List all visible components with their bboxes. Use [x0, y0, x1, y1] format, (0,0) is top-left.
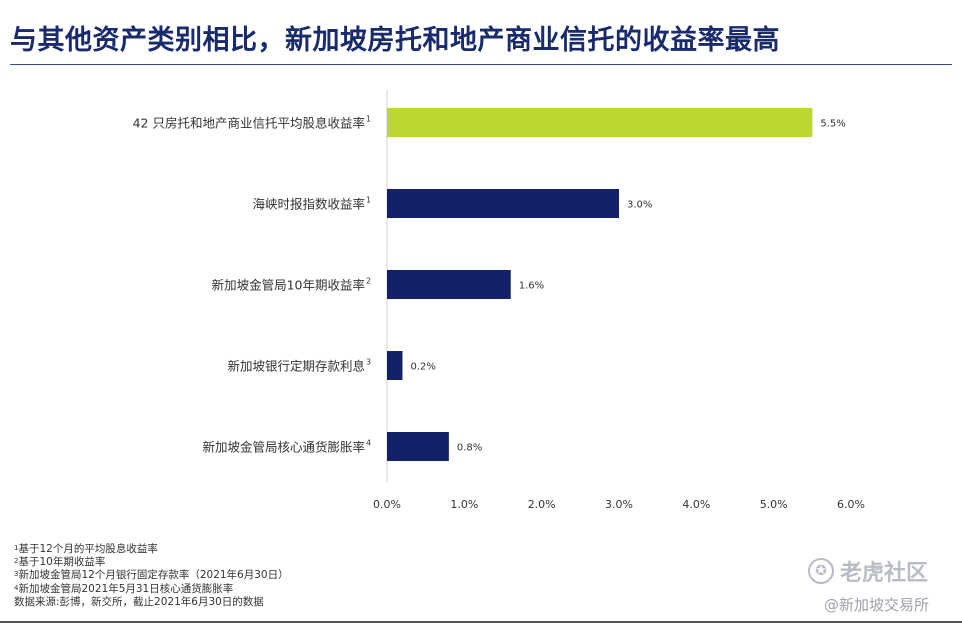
data-label: 5.5% — [820, 119, 845, 130]
footnote-source: 数据来源:彭博，新交所，截止2021年6月30日的数据 — [14, 595, 264, 608]
footnotes: 1基于12个月的平均股息收益率 2基于10年期收益率 3新加坡金管局12个月银行… — [14, 543, 289, 609]
watermark-brand: ✪ 老虎社区 — [808, 555, 928, 587]
x-tick-label: 2.0% — [528, 498, 556, 511]
category-footnote-marker: 1 — [366, 115, 371, 124]
bar — [387, 108, 813, 137]
footnote-item: 2基于10年期收益率 — [14, 556, 106, 569]
x-tick-label: 0.0% — [373, 498, 401, 511]
x-tick-label: 6.0% — [837, 498, 865, 511]
footnote-item: 4新加坡金管局2021年5月31日核心通货膨胀率 — [14, 582, 234, 595]
data-label: 0.8% — [457, 443, 482, 454]
category-footnote-marker: 1 — [366, 196, 371, 205]
category-label: 新加坡银行定期存款利息 — [227, 359, 365, 374]
footnote-item: 1基于12个月的平均股息收益率 — [14, 543, 158, 555]
data-label: 1.6% — [519, 281, 544, 292]
tiger-logo-icon: ✪ — [808, 558, 834, 584]
bar — [387, 270, 511, 299]
category-label: 42 只房托和地产商业信托平均股息收益率 — [133, 116, 365, 131]
category-footnote-marker: 2 — [366, 277, 371, 286]
watermark-account: @新加坡交易所 — [824, 596, 930, 614]
watermark-brand-text: 老虎社区 — [840, 561, 929, 586]
category-footnote-marker: 3 — [366, 358, 371, 367]
x-tick-label: 3.0% — [605, 498, 633, 511]
bar-chart: 5.5%42 只房托和地产商业信托平均股息收益率 13.0%海峡时报指数收益率 11… — [133, 90, 865, 511]
data-label: 3.0% — [627, 200, 652, 211]
x-tick-label: 1.0% — [450, 498, 478, 511]
data-label: 0.2% — [410, 362, 435, 373]
bottom-divider — [0, 621, 962, 623]
category-label: 新加坡金管局10年期收益率 — [212, 278, 365, 293]
page-title: 与其他资产类别相比，新加坡房托和地产商业信托的收益率最高 — [10, 25, 780, 56]
bar — [387, 351, 403, 380]
x-tick-label: 5.0% — [760, 498, 788, 511]
x-tick-label: 4.0% — [682, 498, 710, 511]
category-footnote-marker: 4 — [366, 439, 371, 448]
category-label: 新加坡金管局核心通货膨胀率 — [202, 440, 365, 455]
title-divider — [10, 64, 952, 65]
footnote-item: 3新加坡金管局12个月银行固定存款率（2021年6月30日） — [14, 569, 289, 582]
category-label: 海峡时报指数收益率 — [252, 197, 365, 212]
bar — [387, 189, 619, 218]
bar — [387, 432, 449, 461]
